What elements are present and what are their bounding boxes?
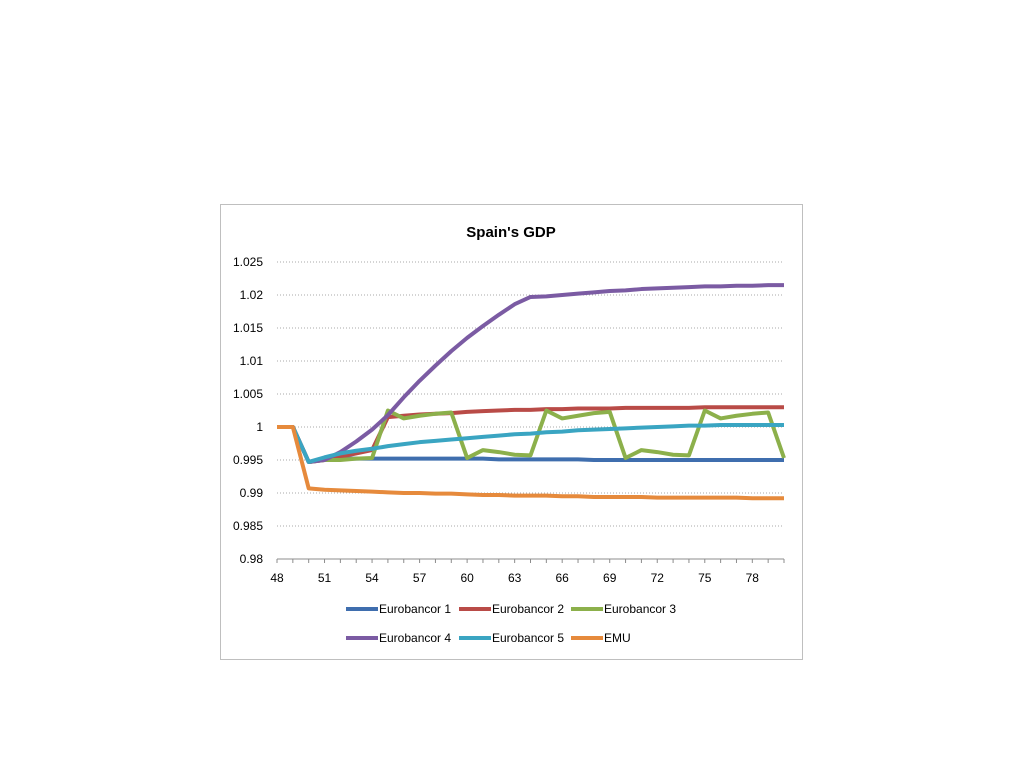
series-line-eurobancor-4	[277, 283, 784, 464]
y-tick-label: 0.99	[240, 486, 264, 500]
legend-label-eurobancor-4: Eurobancor 4	[379, 631, 451, 645]
x-tick-label: 57	[413, 571, 427, 585]
y-tick-label: 1.01	[240, 354, 264, 368]
y-tick-label: 0.995	[233, 453, 263, 467]
legend-label-emu: EMU	[604, 631, 631, 645]
x-tick-label: 63	[508, 571, 522, 585]
x-tick-label: 51	[318, 571, 332, 585]
gridlines	[277, 261, 784, 527]
series-line-eurobancor-5	[277, 423, 784, 464]
series-line-eurobancor-2	[277, 405, 784, 464]
legend-label-eurobancor-5: Eurobancor 5	[492, 631, 564, 645]
series-lines	[277, 283, 786, 501]
y-tick-label: 1	[256, 420, 263, 434]
y-tick-label: 1.015	[233, 321, 263, 335]
y-tick-label: 1.005	[233, 387, 263, 401]
chart-frame	[220, 204, 803, 660]
x-tick-label: 69	[603, 571, 617, 585]
legend-label-eurobancor-2: Eurobancor 2	[492, 602, 564, 616]
x-tick-label: 54	[365, 571, 379, 585]
x-tick-label: 78	[746, 571, 760, 585]
x-tick-label: 72	[651, 571, 665, 585]
y-tick-label: 0.98	[240, 552, 264, 566]
x-axis: 48 51 54 57 60 63 66 69 72 75 78	[270, 558, 785, 585]
y-tick-label: 1.02	[240, 288, 264, 302]
legend-label-eurobancor-3: Eurobancor 3	[604, 602, 676, 616]
x-tick-label: 66	[556, 571, 570, 585]
x-tick-label: 60	[460, 571, 474, 585]
legend-label-eurobancor-1: Eurobancor 1	[379, 602, 451, 616]
x-tick-label: 48	[270, 571, 284, 585]
chart-title: Spain's GDP	[466, 224, 555, 241]
y-tick-label: 1.025	[233, 255, 263, 269]
series-line-emu	[277, 425, 784, 501]
x-tick-label: 75	[698, 571, 712, 585]
legend: Eurobancor 1 Eurobancor 2 Eurobancor 3 Euro…	[346, 602, 676, 645]
y-axis: 0.98 0.985 0.99 0.995 1 1.005 1.01 1.015 1.02 1.0…	[233, 255, 263, 566]
y-tick-label: 0.985	[233, 519, 263, 533]
